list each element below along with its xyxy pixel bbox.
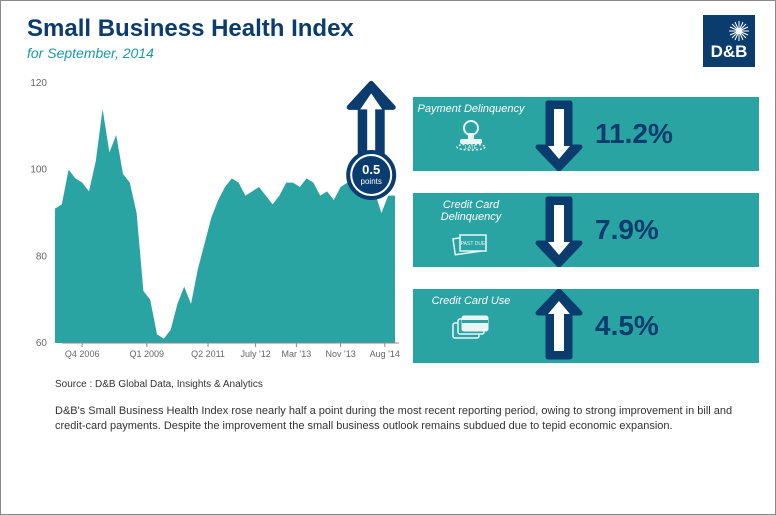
metric-label-col: Credit Card Delinquency PAST DUE <box>413 193 529 267</box>
page-subtitle: for September, 2014 <box>27 45 354 61</box>
metric-row: Credit Card Use 4.5% <box>413 289 759 363</box>
sunburst-icon <box>729 21 749 41</box>
metric-panel: Payment Delinquency LATE 11.2% Credit Ca… <box>413 73 763 373</box>
svg-text:points: points <box>361 177 382 186</box>
main-content: 60 80 100 120 Q4 2006 Q1 2009 Q2 2011 July '12 M… <box>1 73 775 373</box>
svg-text:Q2 2011: Q2 2011 <box>191 349 225 359</box>
metric-value-col: 11.2% <box>589 97 759 171</box>
svg-text:July '12: July '12 <box>240 349 270 359</box>
svg-text:Nov '13: Nov '13 <box>325 349 355 359</box>
footer: Source : D&B Global Data, Insights & Ana… <box>1 373 775 435</box>
metric-value: 7.9% <box>595 214 659 246</box>
metric-label: Payment Delinquency <box>417 103 524 115</box>
metric-label: Credit Card Use <box>432 295 511 307</box>
metric-label-col: Payment Delinquency LATE <box>413 97 529 171</box>
svg-text:Mar '13: Mar '13 <box>282 349 312 359</box>
title-block: Small Business Health Index for Septembe… <box>27 15 354 61</box>
metric-value: 4.5% <box>595 310 659 342</box>
cards-icon <box>448 311 494 343</box>
svg-text:0.5: 0.5 <box>362 162 380 177</box>
svg-text:Q1 2009: Q1 2009 <box>130 349 165 359</box>
metric-value-col: 4.5% <box>589 289 759 363</box>
svg-text:Aug '14: Aug '14 <box>370 349 400 359</box>
metric-arrow <box>529 193 589 267</box>
svg-text:PAST DUE: PAST DUE <box>461 241 486 247</box>
page-title: Small Business Health Index <box>27 15 354 43</box>
metric-row: Credit Card Delinquency PAST DUE 7.9% <box>413 193 759 267</box>
metric-arrow <box>529 289 589 363</box>
svg-text:Q4 2006: Q4 2006 <box>65 349 100 359</box>
svg-text:LATE: LATE <box>465 145 478 151</box>
metric-row: Payment Delinquency LATE 11.2% <box>413 97 759 171</box>
svg-text:120: 120 <box>30 78 47 89</box>
pastdue-icon: PAST DUE <box>448 227 494 259</box>
svg-text:100: 100 <box>30 165 47 176</box>
metric-label-col: Credit Card Use <box>413 289 529 363</box>
stamp-icon: LATE <box>448 119 494 151</box>
brand-logo: D&B <box>703 15 755 67</box>
metric-value-col: 7.9% <box>589 193 759 267</box>
metric-label: Credit Card Delinquency <box>413 199 529 223</box>
metric-value: 11.2% <box>595 118 673 150</box>
description-text: D&B's Small Business Health Index rose n… <box>55 404 735 435</box>
svg-text:60: 60 <box>36 338 48 349</box>
svg-text:80: 80 <box>36 251 48 262</box>
logo-text: D&B <box>711 42 748 62</box>
metric-arrow <box>529 97 589 171</box>
header: Small Business Health Index for Septembe… <box>1 1 775 73</box>
source-text: Source : D&B Global Data, Insights & Ana… <box>55 379 735 390</box>
chart-panel: 60 80 100 120 Q4 2006 Q1 2009 Q2 2011 July '12 M… <box>13 73 403 373</box>
health-index-chart: 60 80 100 120 Q4 2006 Q1 2009 Q2 2011 July '12 M… <box>13 73 403 373</box>
